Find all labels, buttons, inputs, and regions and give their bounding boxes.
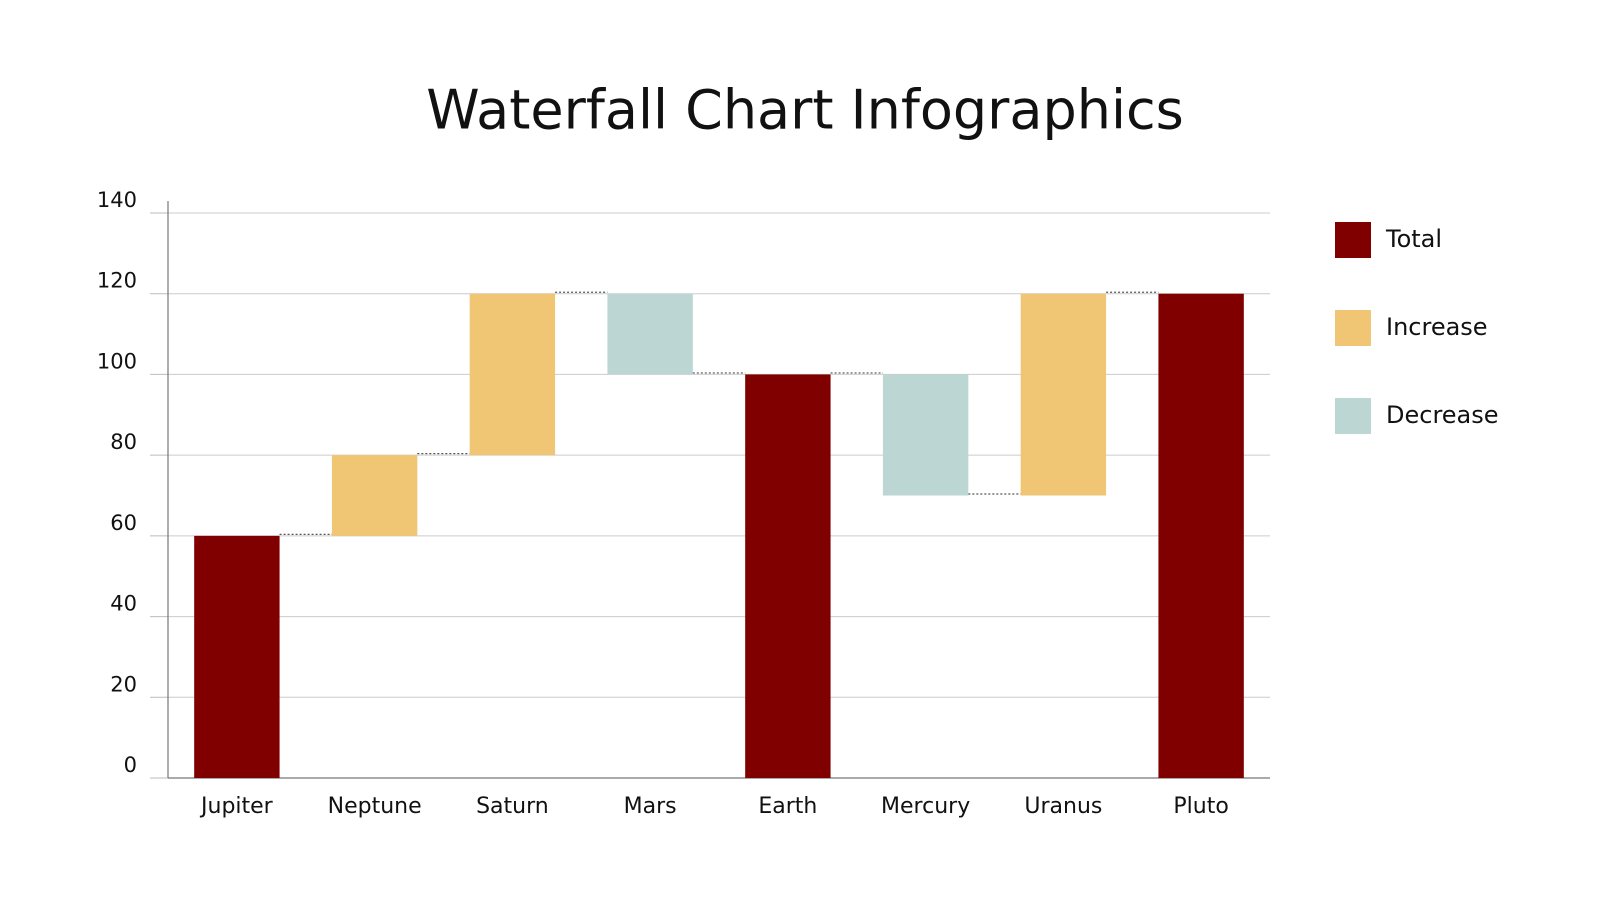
bar xyxy=(745,374,831,778)
x-tick-label: Neptune xyxy=(328,794,422,819)
bar xyxy=(607,293,693,375)
chart-title: Waterfall Chart Infographics xyxy=(426,79,1184,142)
y-tick-label: 20 xyxy=(110,672,137,696)
legend-label: Total xyxy=(1385,225,1442,253)
y-tick-label: 140 xyxy=(97,188,137,212)
x-tick-label: Jupiter xyxy=(199,794,274,819)
x-tick-label: Pluto xyxy=(1173,794,1228,819)
y-tick-label: 100 xyxy=(97,349,137,373)
bar xyxy=(469,293,556,456)
y-tick-label: 0 xyxy=(124,753,137,777)
y-tick-label: 60 xyxy=(110,511,137,535)
bar xyxy=(331,455,418,536)
legend-swatch xyxy=(1335,222,1371,258)
legend-label: Decrease xyxy=(1386,401,1499,429)
x-tick-label: Saturn xyxy=(476,794,549,819)
y-tick-label: 40 xyxy=(110,592,137,616)
bar xyxy=(1020,293,1107,496)
bar xyxy=(194,535,280,778)
x-tick-label: Uranus xyxy=(1024,794,1102,819)
y-tick-label: 80 xyxy=(110,430,137,454)
legend-label: Increase xyxy=(1386,313,1488,341)
legend-swatch xyxy=(1335,310,1371,346)
bar xyxy=(882,374,969,496)
legend-swatch xyxy=(1335,398,1371,434)
x-tick-label: Earth xyxy=(758,794,817,819)
x-tick-label: Mercury xyxy=(881,794,970,819)
x-tick-label: Mars xyxy=(624,794,677,819)
bar xyxy=(1158,293,1244,778)
y-tick-label: 120 xyxy=(97,269,137,293)
